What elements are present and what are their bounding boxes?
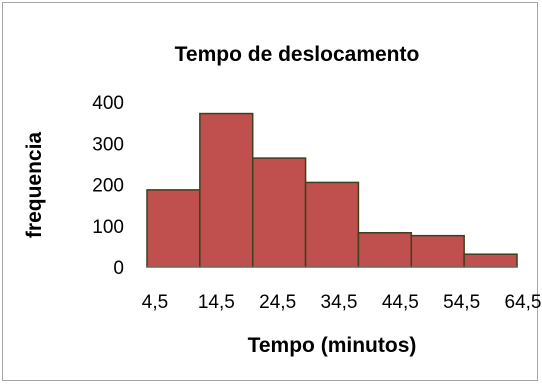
y-tick-label: 100	[92, 217, 124, 238]
bar	[410, 234, 465, 268]
bar	[304, 181, 360, 268]
x-tick-label: 54,5	[443, 292, 480, 313]
x-tick-label: 4,5	[142, 292, 168, 313]
bar	[251, 157, 307, 268]
x-axis-ticks: 4,5 14,5 24,5 34,5 44,5 54,5 64,5	[142, 292, 542, 313]
bar	[146, 189, 201, 268]
x-axis-title: Tempo (minutos)	[248, 334, 417, 357]
y-tick-label: 200	[92, 176, 124, 197]
y-axis-ticks: 0 100 200 300 400	[92, 93, 124, 279]
bar	[463, 253, 518, 268]
x-tick-label: 64,5	[505, 292, 542, 313]
y-tick-label: 400	[92, 93, 124, 114]
x-tick-label: 14,5	[198, 292, 235, 313]
y-tick-label: 0	[113, 258, 124, 279]
chart-title: Tempo de deslocamento	[175, 43, 420, 66]
bar	[357, 232, 413, 268]
x-tick-label: 34,5	[321, 292, 358, 313]
x-tick-label: 44,5	[382, 292, 419, 313]
x-tick-label: 24,5	[259, 292, 296, 313]
y-tick-label: 300	[92, 134, 124, 155]
bars	[146, 112, 518, 268]
bar	[199, 112, 254, 268]
y-axis-title: frequencia	[23, 132, 46, 239]
